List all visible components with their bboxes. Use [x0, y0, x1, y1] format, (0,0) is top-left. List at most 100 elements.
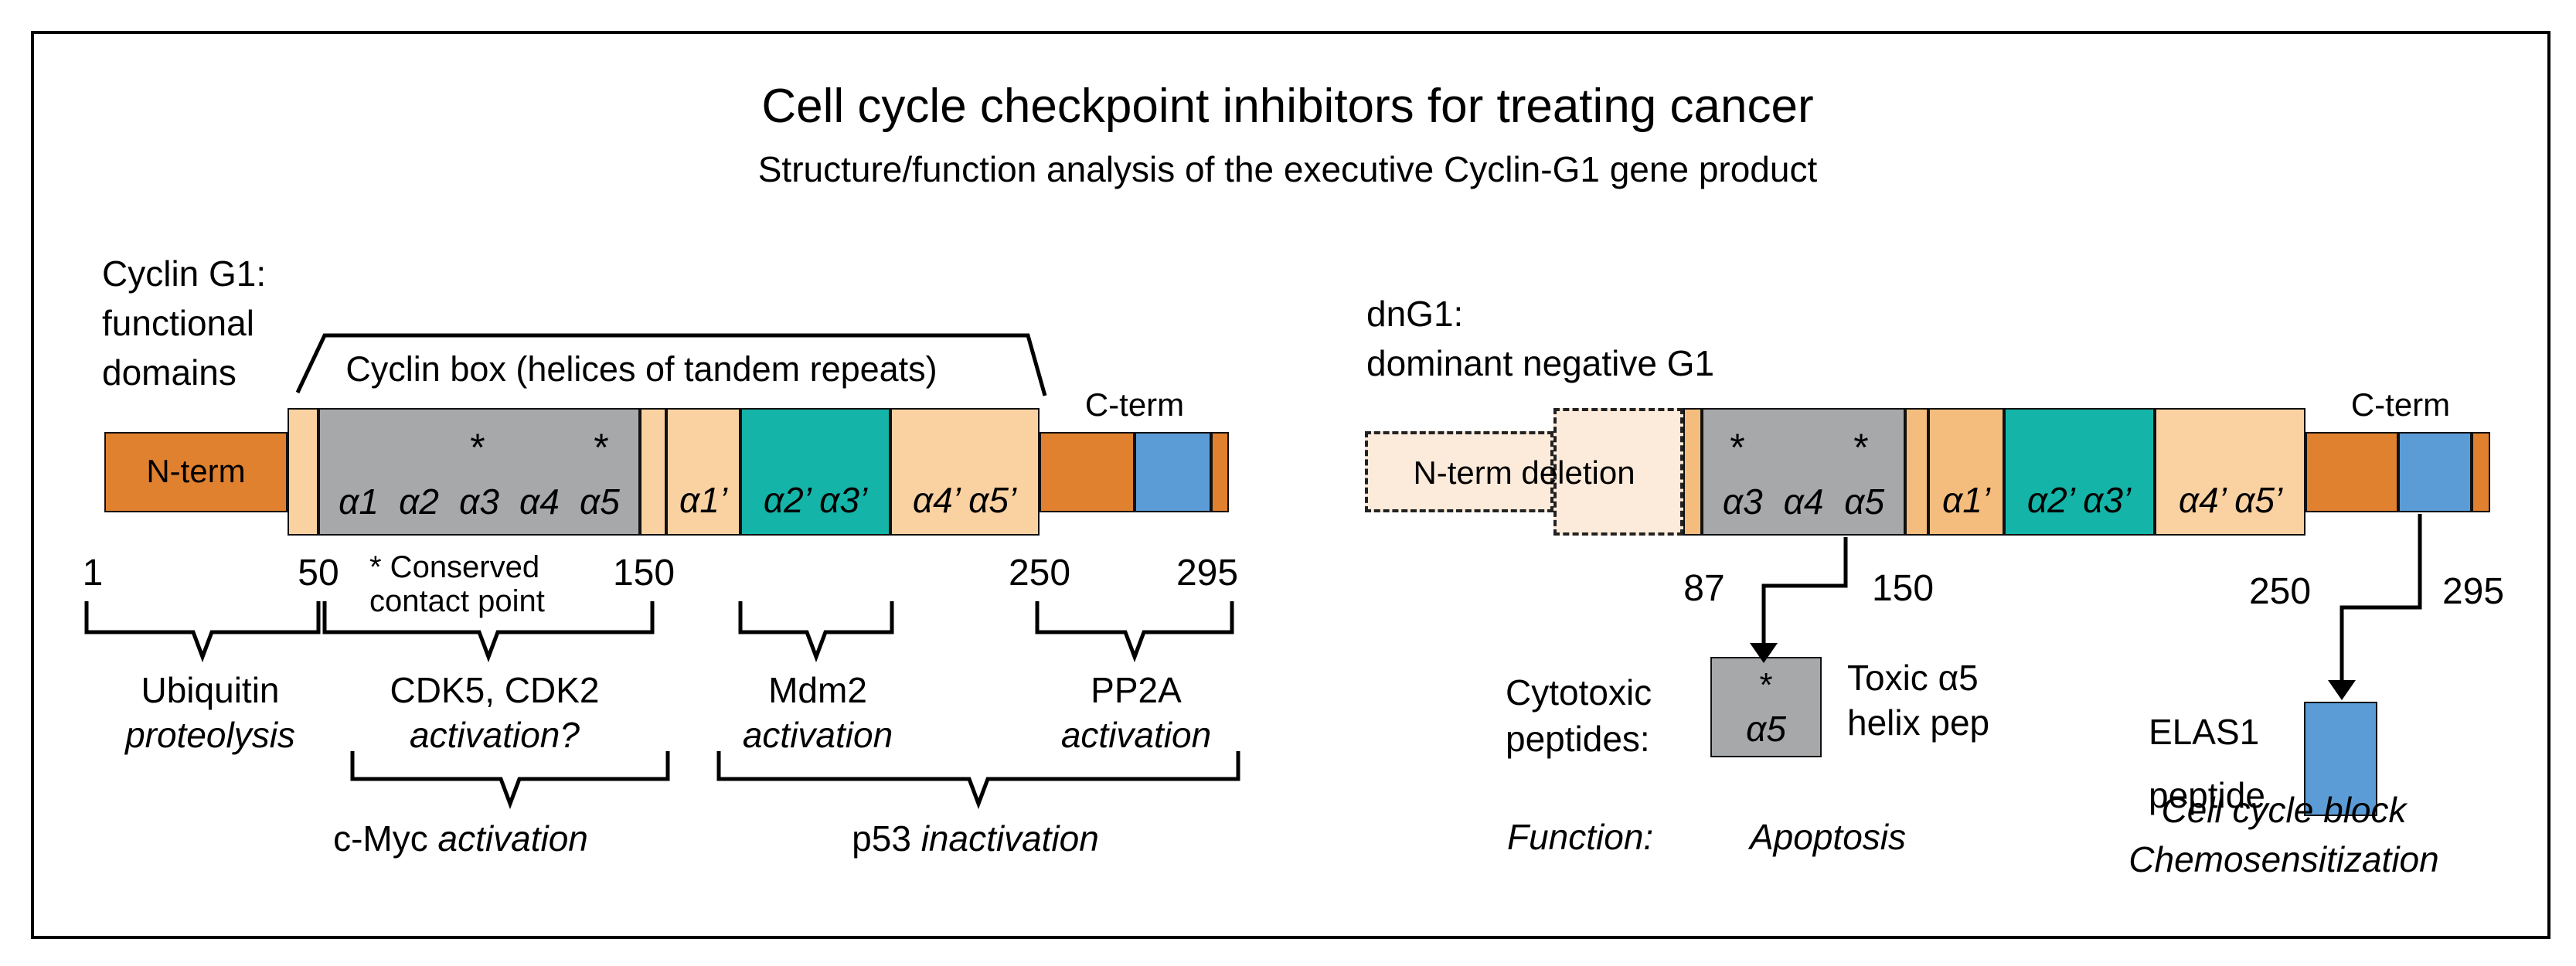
outcome-line2: Chemosensitization — [2129, 839, 2439, 879]
left-nterm-segment — [104, 432, 288, 512]
right-cyclin-box-gray — [1702, 408, 1905, 536]
cdk-function: activation? — [410, 715, 580, 755]
ubiquitin-function: proteolysis — [125, 715, 295, 755]
helix-a1-label: α1 — [339, 481, 379, 522]
dng1-heading: dnG1: dominant negative G1 — [1366, 289, 1907, 388]
pp2a-function: activation — [1060, 715, 1212, 755]
cmyc-italic: activation — [437, 818, 588, 859]
left-pos-250: 250 — [1008, 553, 1071, 594]
right-helix-a4p5p-label: α4’ α5’ — [2178, 480, 2283, 520]
left-helix-a4p5p-label: α4’ α5’ — [912, 480, 1017, 520]
nterm-deletion-label: N-term deletion — [1413, 454, 1635, 491]
heading-line-3: domains — [102, 352, 237, 393]
pp2a-label: PP2A — [1091, 670, 1182, 710]
right-strip-1 — [1683, 408, 1702, 536]
cmyc-activation-label: c-Myc activation — [306, 818, 615, 859]
right-pos-250: 250 — [2248, 571, 2312, 612]
left-asterisk-a3: * — [470, 426, 485, 469]
outcome-caption: Cell cycle block Chemosensitization — [2091, 785, 2477, 884]
right-helix-a2p3p-label: α2’ α3’ — [2026, 480, 2132, 520]
p53-plain: p53 — [852, 818, 921, 859]
right-pos-87: 87 — [1683, 568, 1725, 609]
left-pos-50: 50 — [298, 553, 339, 594]
left-helix-a2p3p-label: α2’ α3’ — [763, 480, 868, 520]
left-helix-labels: α1 α2 α3 α4 α5 — [318, 476, 640, 522]
left-asterisk-a5: * — [594, 426, 609, 469]
helix-a4-label: α4 — [519, 481, 560, 522]
right-cterm-label: C-term — [2350, 386, 2451, 423]
helix-a5-label-right: α5 — [1844, 481, 1885, 522]
ubiquitin-label: Ubiquitin — [141, 670, 280, 710]
right-pos-295: 295 — [2442, 571, 2505, 612]
helix-a5-label: α5 — [580, 481, 620, 522]
helix-a2-label: α2 — [399, 481, 439, 522]
function-label: Function: — [1507, 817, 1654, 857]
nterm-deletion-box-short — [1365, 431, 1553, 512]
toxic-a5-box-label: α5 — [1746, 709, 1786, 749]
cyclin-box-brace-label: Cyclin box (helices of tandem repeats) — [345, 349, 938, 389]
conserved-note-line1: * Conserved — [369, 550, 540, 584]
figure-title: Cell cycle checkpoint inhibitors for tre… — [761, 80, 1814, 133]
p53-inactivation-label: p53 inactivation — [821, 818, 1130, 859]
heading-line-2: functional — [102, 303, 254, 343]
conserved-note-line2: contact point — [369, 584, 545, 618]
right-cterm-orange — [2305, 432, 2398, 512]
left-helix-a4p5p-box — [890, 408, 1040, 536]
toxic-line1: Toxic α5 — [1847, 658, 1979, 698]
p53-italic: inactivation — [920, 818, 1099, 859]
cytotoxic-line2: peptides: — [1506, 719, 1650, 759]
right-asterisk-a5: * — [1853, 426, 1869, 469]
dng1-heading-line1: dnG1: — [1366, 294, 1464, 334]
toxic-a5-caption: Toxic α5 helix pep — [1847, 655, 2094, 745]
toxic-line2: helix pep — [1847, 702, 1990, 743]
cmyc-plain: c-Myc — [333, 818, 438, 859]
left-cterm-label: C-term — [1084, 386, 1185, 423]
mdm2-function: activation — [742, 715, 893, 755]
cytotoxic-peptides-label: Cytotoxic peptides: — [1506, 669, 1753, 762]
right-strip-2 — [1905, 408, 1928, 536]
conserved-note: * Conserved contact point — [369, 550, 601, 618]
right-helix-a2p3p-box — [2004, 408, 2155, 536]
left-pos-295: 295 — [1176, 553, 1239, 594]
mdm2-label: Mdm2 — [768, 670, 867, 710]
left-pos-1: 1 — [82, 553, 104, 594]
right-helix-labels: α3 α4 α5 — [1702, 476, 1905, 522]
left-helix-a2p3p-box — [740, 408, 890, 536]
helix-a4-label-right: α4 — [1783, 481, 1824, 522]
elas1-line1: ELAS1 — [2149, 712, 2260, 752]
right-helix-a4p5p-box — [2155, 408, 2305, 536]
right-cterm-orange-tip — [2472, 432, 2490, 512]
left-cyclin-box-gray — [318, 408, 640, 536]
left-strip-2 — [640, 408, 666, 536]
outcome-line1: Cell cycle block — [2161, 790, 2407, 830]
heading-line-1: Cyclin G1: — [102, 253, 267, 294]
cytotoxic-line1: Cytotoxic — [1506, 672, 1652, 713]
nterm-deletion-box-tall — [1553, 408, 1683, 536]
left-helix-a1p-label: α1’ — [679, 480, 728, 520]
right-pos-150: 150 — [1871, 568, 1935, 609]
toxic-a5-peptide-box — [1710, 657, 1822, 757]
left-cterm-orange — [1040, 432, 1135, 512]
toxic-a5-box-star: * — [1759, 666, 1773, 704]
right-asterisk-a3: * — [1730, 426, 1745, 469]
right-helix-a1p-label: α1’ — [1941, 480, 1991, 520]
apoptosis-label: Apoptosis — [1749, 817, 1906, 857]
elas1-caption: ELAS1 peptide — [2149, 700, 2319, 827]
cyclin-g1-heading: Cyclin G1: functional domains — [102, 249, 473, 397]
helix-a3-label-right: α3 — [1722, 481, 1763, 522]
left-nterm-label: N-term — [146, 453, 246, 489]
left-helix-a1p-box — [666, 408, 740, 536]
right-helix-a1p-box — [1928, 408, 2004, 536]
right-cterm-blue — [2398, 432, 2472, 512]
left-cterm-orange-tip — [1211, 432, 1229, 512]
helix-a3-label: α3 — [459, 481, 499, 522]
cdk-label: CDK5, CDK2 — [390, 670, 600, 710]
figure-border — [31, 31, 2550, 939]
left-pos-150: 150 — [612, 553, 675, 594]
left-strip-1 — [288, 408, 318, 536]
figure-subtitle: Structure/function analysis of the execu… — [757, 149, 1818, 189]
left-cterm-blue — [1135, 432, 1211, 512]
elas1-line2: peptide — [2149, 775, 2265, 815]
elas1-peptide-box — [2304, 702, 2377, 816]
